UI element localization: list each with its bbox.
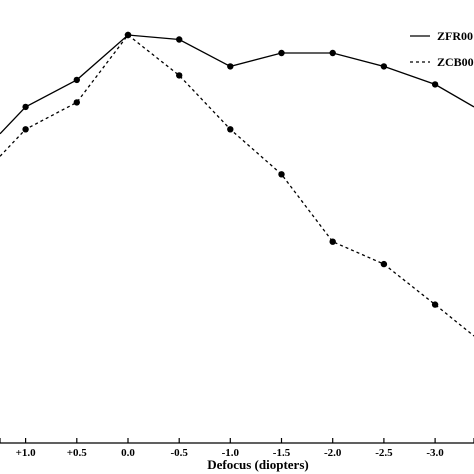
data-point-zfr00 bbox=[329, 49, 336, 57]
x-tick-label: -2.0 bbox=[324, 447, 342, 459]
legend-label-zfr00: ZFR00 bbox=[437, 29, 473, 43]
x-ticks: +1.0 +0.5 0.0 -0.5 -1.0 -1.5 -2.0 -2.5 -3.0 bbox=[0, 438, 474, 459]
data-point-zcb00 bbox=[329, 238, 336, 245]
plot-points bbox=[22, 31, 439, 308]
data-point-zfr00 bbox=[431, 81, 439, 88]
data-point-zcb00 bbox=[431, 301, 439, 308]
data-point-zfr00 bbox=[73, 76, 81, 84]
x-tick-label: -0.5 bbox=[170, 447, 188, 459]
x-tick-label: -1.0 bbox=[222, 447, 240, 459]
data-point-zfr00 bbox=[227, 63, 234, 70]
data-point-zfr00 bbox=[22, 103, 29, 111]
series-line-zcb00 bbox=[0, 34, 474, 337]
x-tick-label: -3.0 bbox=[426, 447, 444, 459]
data-point-zcb00 bbox=[278, 171, 285, 178]
data-point-zcb00 bbox=[124, 31, 132, 39]
legend: ZFR00 ZCB00 bbox=[410, 29, 474, 69]
data-point-zfr00 bbox=[380, 63, 388, 70]
data-point-zcb00 bbox=[176, 72, 183, 79]
x-tick-label: +1.0 bbox=[16, 447, 37, 459]
series-line-zfr00 bbox=[0, 34, 474, 135]
data-point-zcb00 bbox=[73, 99, 81, 106]
data-point-zcb00 bbox=[22, 126, 29, 133]
x-tick-label: 0.0 bbox=[121, 447, 135, 459]
data-point-zfr00 bbox=[278, 49, 285, 57]
data-point-zfr00 bbox=[176, 36, 183, 43]
data-point-zcb00 bbox=[380, 260, 388, 268]
legend-label-zcb00: ZCB00 bbox=[437, 55, 474, 69]
data-point-zcb00 bbox=[227, 126, 234, 133]
x-tick-label: -2.5 bbox=[375, 447, 393, 459]
x-tick-label: +0.5 bbox=[67, 447, 88, 459]
x-axis-title: Defocus (diopters) bbox=[207, 457, 308, 472]
x-tick-label: -1.5 bbox=[273, 447, 291, 459]
plot-lines bbox=[0, 34, 474, 337]
